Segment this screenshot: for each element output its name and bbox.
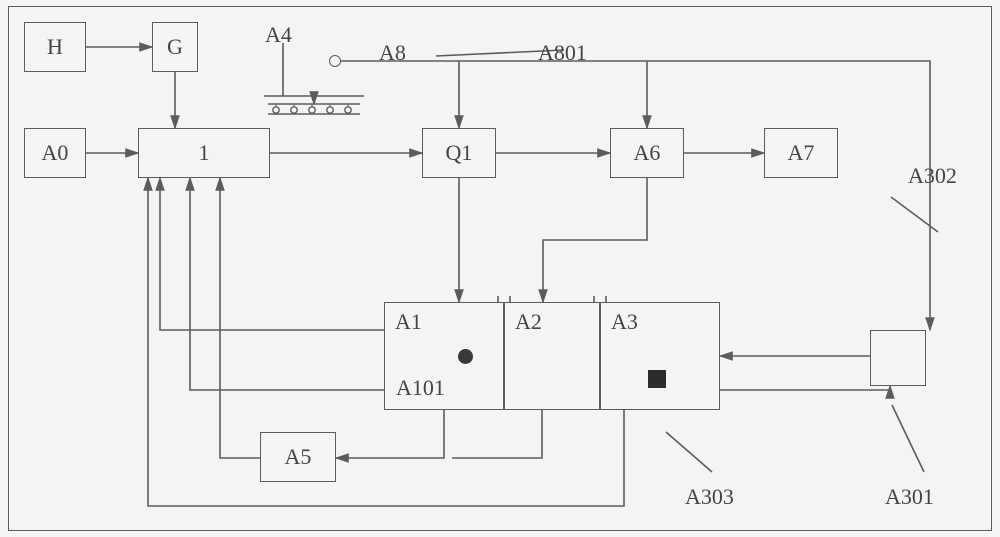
node-label-A1: A1	[395, 309, 422, 335]
outer-frame	[8, 6, 992, 531]
node-label-one: 1	[199, 140, 210, 166]
node-label-G: G	[167, 34, 183, 60]
node-H: H	[24, 22, 86, 72]
label-A301: A301	[885, 484, 934, 510]
node-one: 1	[138, 128, 270, 178]
node-A3: A3	[600, 302, 720, 410]
node-label-A2: A2	[515, 309, 542, 335]
a303-square	[648, 370, 666, 388]
label-A303: A303	[685, 484, 734, 510]
label-A801: A801	[538, 40, 587, 66]
node-A301frame	[870, 330, 926, 386]
node-label-Q1: Q1	[446, 140, 473, 166]
label-A302: A302	[908, 163, 957, 189]
node-Q1: Q1	[422, 128, 496, 178]
node-label-A5: A5	[285, 444, 312, 470]
label-A4: A4	[265, 22, 292, 48]
label-A8: A8	[379, 40, 406, 66]
node-A2: A2	[504, 302, 600, 410]
node-label-H: H	[47, 34, 63, 60]
node-A0: A0	[24, 128, 86, 178]
diagram-stage: { "frame": { "x": 8, "y": 6, "w": 984, "…	[0, 0, 1000, 537]
node-label-A7: A7	[788, 140, 815, 166]
node-label-A6: A6	[634, 140, 661, 166]
node-label-A3: A3	[611, 309, 638, 335]
node-A5: A5	[260, 432, 336, 482]
label-A101: A101	[396, 375, 445, 401]
node-A7: A7	[764, 128, 838, 178]
node-A6: A6	[610, 128, 684, 178]
node-G: G	[152, 22, 198, 72]
node-label-A0: A0	[42, 140, 69, 166]
a101-dot	[458, 349, 473, 364]
a8-ring	[329, 55, 341, 67]
